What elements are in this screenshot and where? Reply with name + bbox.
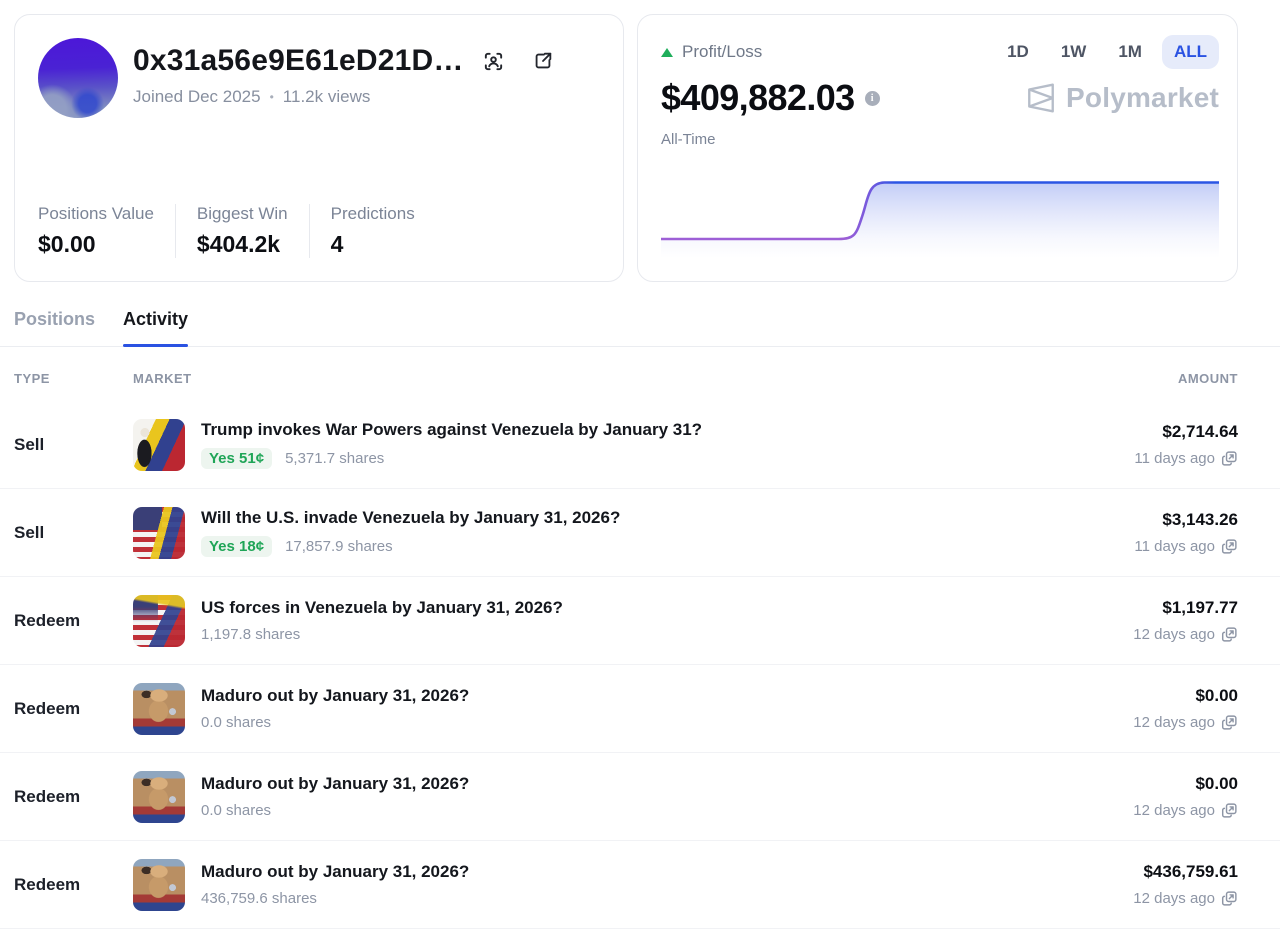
activity-amount: $436,759.61 (1143, 862, 1238, 881)
activity-row[interactable]: Redeem Maduro out by January 31, 2026? 0… (0, 665, 1280, 753)
meta-separator: • (269, 90, 274, 104)
tab-positions[interactable]: Positions (14, 309, 96, 329)
profile-stat: Predictions 4 (331, 204, 436, 258)
shares-count: 436,759.6 shares (201, 890, 317, 907)
market-title[interactable]: Maduro out by January 31, 2026? (201, 686, 470, 705)
activity-type: Redeem (14, 786, 81, 806)
activity-amount: $3,143.26 (1162, 510, 1238, 529)
activity-row[interactable]: Sell Trump invokes War Powers against Ve… (0, 401, 1280, 489)
activity-type: Redeem (14, 610, 81, 630)
views-count: 11.2k views (282, 87, 371, 106)
time-range-selector: 1D 1W 1M ALL (995, 35, 1219, 69)
outcome-price-badge: Yes 18¢ (201, 536, 273, 557)
activity-type: Redeem (14, 874, 81, 894)
open-transaction-icon[interactable] (1221, 626, 1238, 643)
market-thumbnail[interactable] (133, 594, 185, 647)
profit-loss-label-wrap: Profit/Loss (661, 42, 762, 62)
chart-line (661, 181, 1219, 241)
market-title[interactable]: US forces in Venezuela by January 31, 20… (201, 598, 563, 617)
shares-count: 5,371.7 shares (285, 450, 385, 467)
profile-meta: Joined Dec 2025 • 11.2k views (133, 87, 600, 107)
column-header-amount: AMOUNT (1177, 371, 1238, 386)
market-thumbnail[interactable] (133, 770, 185, 823)
activity-type: Sell (14, 522, 45, 542)
shares-count: 1,197.8 shares (201, 626, 301, 643)
shares-count: 0.0 shares (201, 802, 272, 819)
shares-count: 0.0 shares (201, 714, 272, 731)
profile-stat: Positions Value $0.00 (38, 204, 176, 258)
range-button-1d[interactable]: 1D (995, 35, 1041, 69)
stat-label: Biggest Win (196, 204, 288, 223)
activity-amount: $2,714.64 (1162, 422, 1238, 441)
activity-row[interactable]: Sell Will the U.S. invade Venezuela by J… (0, 489, 1280, 577)
activity-timestamp: 11 days ago (1134, 538, 1215, 555)
table-header: TYPE MARKET AMOUNT (0, 347, 1280, 401)
info-icon[interactable]: i (864, 90, 880, 106)
stat-value: $0.00 (38, 231, 96, 257)
profile-header: 0x31a56e9E61eD21D… (38, 38, 600, 118)
range-button-all[interactable]: ALL (1161, 35, 1219, 69)
market-title[interactable]: Maduro out by January 31, 2026? (201, 862, 470, 881)
activity-amount: $0.00 (1195, 774, 1238, 793)
range-button-1w[interactable]: 1W (1049, 35, 1099, 69)
profit-loss-value: $409,882.03 (661, 77, 855, 118)
open-transaction-icon[interactable] (1221, 538, 1238, 555)
activity-type: Redeem (14, 698, 81, 718)
market-title[interactable]: Trump invokes War Powers against Venezue… (201, 420, 703, 439)
activity-timestamp: 12 days ago (1133, 890, 1215, 907)
stat-label: Predictions (330, 204, 415, 223)
open-transaction-icon[interactable] (1221, 450, 1238, 467)
chart-area-fill (661, 182, 1219, 258)
market-thumbnail[interactable] (133, 858, 185, 911)
profile-stats: Positions Value $0.00 Biggest Win $404.2… (38, 204, 600, 258)
activity-timestamp: 12 days ago (1133, 626, 1215, 643)
market-thumbnail[interactable] (133, 682, 185, 735)
activity-timestamp: 11 days ago (1134, 450, 1215, 467)
market-title[interactable]: Maduro out by January 31, 2026? (201, 774, 470, 793)
activity-amount: $0.00 (1195, 686, 1238, 705)
polymarket-logo-icon (1028, 83, 1054, 113)
profit-loss-card: Profit/Loss 1D 1W 1M ALL $409,882.03 i Poly… (637, 14, 1238, 282)
activity-row[interactable]: Redeem Maduro out by January 31, 2026? 4… (0, 841, 1280, 929)
polymarket-brand-text: Polymarket (1066, 82, 1219, 113)
open-transaction-icon[interactable] (1221, 802, 1238, 819)
tab-activity[interactable]: Activity (123, 309, 189, 347)
stat-label: Positions Value (38, 204, 154, 223)
profile-stat: Biggest Win $404.2k (197, 204, 310, 258)
tab-bar: Positions Activity (0, 309, 1280, 347)
column-header-market: MARKET (133, 371, 192, 386)
activity-type: Sell (14, 434, 45, 454)
polymarket-watermark: Polymarket (1026, 82, 1219, 114)
shares-count: 17,857.9 shares (285, 538, 393, 555)
market-thumbnail[interactable] (133, 418, 185, 471)
profile-name: 0x31a56e9E61eD21D… (133, 44, 464, 77)
activity-amount: $1,197.77 (1162, 598, 1238, 617)
profile-info: 0x31a56e9E61eD21D… (133, 38, 600, 107)
activity-list: Sell Trump invokes War Powers against Ve… (0, 401, 1280, 929)
activity-timestamp: 12 days ago (1133, 802, 1215, 819)
stat-value: $404.2k (196, 231, 281, 257)
stat-value: 4 (330, 231, 344, 257)
face-scan-icon[interactable] (482, 50, 505, 73)
profit-loss-chart (661, 176, 1219, 258)
joined-date: Joined Dec 2025 (133, 87, 261, 106)
open-transaction-icon[interactable] (1221, 714, 1238, 731)
column-header-type: TYPE (14, 371, 50, 386)
activity-row[interactable]: Redeem US forces in Venezuela by January… (0, 577, 1280, 665)
market-title[interactable]: Will the U.S. invade Venezuela by Januar… (201, 508, 621, 527)
activity-row[interactable]: Redeem Maduro out by January 31, 2026? 0… (0, 753, 1280, 841)
profit-loss-label: Profit/Loss (682, 42, 763, 61)
activity-timestamp: 12 days ago (1133, 714, 1215, 731)
top-section: 0x31a56e9E61eD21D… (0, 0, 1280, 282)
profile-card: 0x31a56e9E61eD21D… (14, 14, 624, 282)
avatar (38, 38, 118, 118)
up-triangle-icon (661, 47, 673, 57)
outcome-price-badge: Yes 51¢ (201, 448, 273, 469)
period-label: All-Time (661, 131, 716, 148)
market-thumbnail[interactable] (133, 506, 185, 559)
external-link-icon[interactable] (532, 50, 554, 73)
range-button-1m[interactable]: 1M (1106, 35, 1154, 69)
open-transaction-icon[interactable] (1221, 890, 1238, 907)
